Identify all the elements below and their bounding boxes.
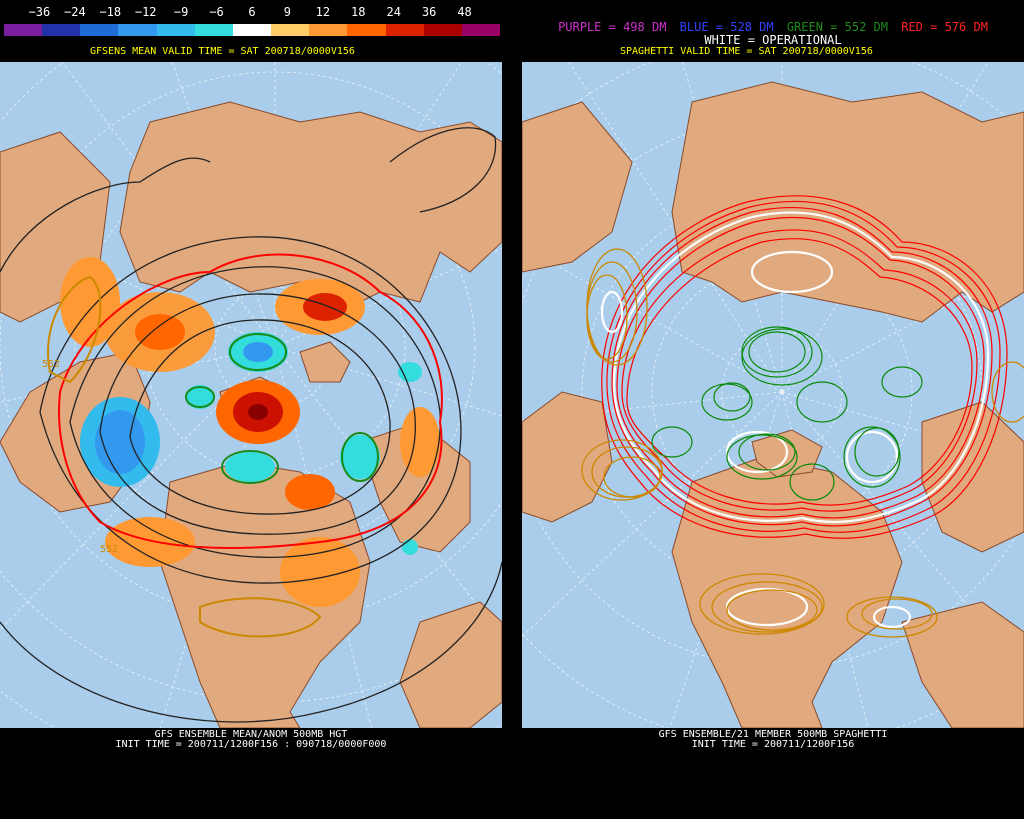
right-panel: PURPLE = 498 DM BLUE = 528 DM GREEN = 55… xyxy=(522,0,1024,819)
anomaly-colorbar: −36 −24 −18 −12 −9 −6 6 9 12 18 24 36 48 xyxy=(4,4,501,36)
colorbar-label: −12 xyxy=(134,5,157,19)
legend-purple: PURPLE = 498 DM xyxy=(558,20,667,34)
colorbar-label: 12 xyxy=(315,5,331,19)
left-map-svg: 552 552 xyxy=(0,62,502,728)
colorbar-label: 9 xyxy=(283,5,292,19)
operational-contours xyxy=(600,211,990,629)
ensemble-mean-anomaly-map: 552 552 xyxy=(0,62,502,728)
spaghetti-legend: PURPLE = 498 DM BLUE = 528 DM GREEN = 55… xyxy=(522,20,1024,34)
right-map-svg xyxy=(522,62,1024,728)
colorbar-label: −9 xyxy=(173,5,189,19)
colorbar-swatch xyxy=(232,24,272,36)
contour-label-552-b: 552 xyxy=(100,544,118,555)
colorbar-swatch xyxy=(385,24,424,36)
colorbar-swatch xyxy=(271,24,310,36)
colorbar-label: 48 xyxy=(457,5,472,19)
colorbar-label: 36 xyxy=(421,5,437,19)
colorbar-swatch xyxy=(80,24,119,36)
spaghetti-map xyxy=(522,62,1024,728)
colorbar-label: 24 xyxy=(386,5,401,19)
right-footer-init: INIT TIME = 200711/1200F156 xyxy=(691,739,855,750)
left-footer-title: GFS ENSEMBLE MEAN/ANOM 500MB HGT xyxy=(154,729,348,740)
red-576-contour xyxy=(58,253,443,549)
height-contours xyxy=(0,127,502,723)
colorbar-swatch xyxy=(4,24,43,36)
colorbar-swatch xyxy=(309,24,348,36)
left-footer-init: INIT TIME = 200711/1200F156 : 090718/000… xyxy=(115,739,387,750)
colorbar-label: −36 xyxy=(28,5,51,19)
legend-blue: BLUE = 528 DM xyxy=(679,20,774,34)
red-576-spaghetti xyxy=(601,195,1008,539)
right-subtitle: SPAGHETTI VALID TIME = SAT 200718/0000V1… xyxy=(620,46,873,57)
panel-divider xyxy=(502,0,522,819)
right-footer-title: GFS ENSEMBLE/21 MEMBER 500MB SPAGHETTI xyxy=(658,729,888,740)
left-subtitle: GFSENS MEAN VALID TIME = SAT 200718/0000… xyxy=(90,46,355,57)
contour-label-552-a: 552 xyxy=(42,359,60,370)
gold-spaghetti xyxy=(581,248,1024,638)
colorbar-swatch xyxy=(42,24,81,36)
colorbar-label: −24 xyxy=(64,5,86,19)
green-552-spaghetti xyxy=(651,326,923,501)
gold-contours xyxy=(47,275,322,638)
legend-red: RED = 576 DM xyxy=(901,20,988,34)
legend-white: WHITE = OPERATIONAL xyxy=(704,33,842,47)
colorbar-swatch xyxy=(194,24,233,36)
colorbar-swatch xyxy=(118,24,157,36)
colorbar-swatch xyxy=(156,24,195,36)
colorbar-labels: −36 −24 −18 −12 −9 −6 6 9 12 18 24 36 48 xyxy=(4,4,500,20)
green-552-contours xyxy=(185,333,379,484)
colorbar-label: 18 xyxy=(351,5,366,19)
colorbar-label: −6 xyxy=(209,5,224,19)
left-panel: −36 −24 −18 −12 −9 −6 6 9 12 18 24 36 48 GFSENS MEAN… xyxy=(0,0,502,819)
colorbar-swatch xyxy=(423,24,462,36)
colorbar-label: −18 xyxy=(99,5,122,19)
colorbar-label: 6 xyxy=(248,5,256,19)
colorbar-swatches xyxy=(4,24,501,36)
colorbar-swatch xyxy=(347,24,386,36)
legend-green: GREEN = 552 DM xyxy=(786,20,888,34)
colorbar-swatch xyxy=(461,24,501,36)
